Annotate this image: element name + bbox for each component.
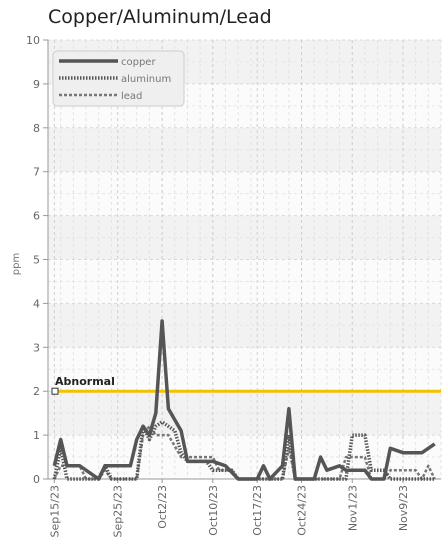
series-lines — [52, 319, 436, 481]
y-tick-label: 5 — [33, 254, 40, 267]
y-tick-label: 4 — [33, 297, 40, 310]
legend-label-copper[interactable]: copper — [121, 57, 156, 68]
legend[interactable]: copper aluminum lead — [52, 50, 185, 107]
plot-band — [48, 303, 441, 348]
x-tick-label: Nov9/23 — [397, 485, 410, 531]
y-tick-label: 3 — [33, 341, 40, 354]
x-tick-label: Sep25/23 — [112, 485, 125, 537]
y-tick-label: 0 — [33, 473, 40, 486]
y-tick-label: 1 — [33, 429, 40, 442]
y-tick-label: 8 — [33, 122, 40, 135]
x-axis-ticks: Sep15/23 Sep25/23 Oct2/23 Oct10/23 Oct17/23 O… — [48, 479, 410, 537]
abnormal-marker — [51, 387, 59, 395]
x-tick-label: Sep15/23 — [48, 485, 61, 537]
plot-band — [48, 391, 441, 436]
y-tick-label: 10 — [26, 34, 40, 47]
y-tick-label: 2 — [33, 385, 40, 398]
y-tick-label: 6 — [33, 210, 40, 223]
x-tick-label: Oct2/23 — [156, 485, 169, 529]
copper-series-line — [52, 319, 436, 481]
abnormal-threshold: Abnormal — [51, 375, 441, 395]
y-tick-label: 7 — [33, 166, 40, 179]
x-tick-label: Oct24/23 — [296, 485, 309, 536]
abnormal-label: Abnormal — [55, 375, 115, 388]
y-tick-label: 9 — [33, 78, 40, 91]
y-axis-label: ppm — [11, 253, 22, 275]
plot-band — [48, 215, 441, 260]
x-tick-label: Oct17/23 — [251, 485, 264, 536]
legend-label-aluminum[interactable]: aluminum — [121, 74, 171, 85]
legend-label-lead[interactable]: lead — [121, 91, 142, 102]
y-axis-ticks: 0 1 2 3 4 5 6 7 8 9 10 — [26, 34, 48, 486]
chart-title: Copper/Aluminum/Lead — [48, 6, 272, 28]
x-tick-label: Nov1/23 — [346, 485, 359, 531]
x-tick-label: Oct10/23 — [207, 485, 220, 536]
legend-box — [52, 50, 185, 107]
plot-band — [48, 127, 441, 172]
grid-lines — [47, 39, 442, 480]
